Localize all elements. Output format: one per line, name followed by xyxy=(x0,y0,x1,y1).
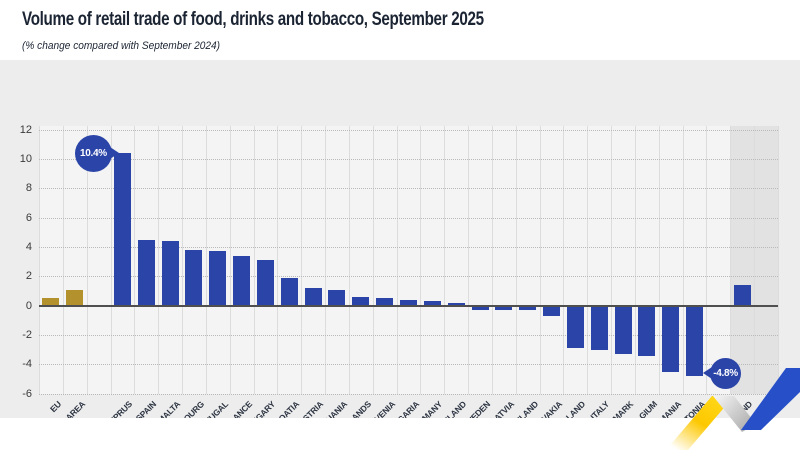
gridline-vertical xyxy=(706,126,708,394)
gridline-horizontal xyxy=(39,188,778,190)
callout-cyprus: 10.4% xyxy=(74,134,119,172)
gridline-vertical xyxy=(110,126,112,394)
y-axis-tick-label: -2 xyxy=(22,329,32,342)
bar-hungary xyxy=(256,260,274,306)
gridline-vertical xyxy=(563,126,565,394)
bar-finland xyxy=(519,305,537,311)
gridline-vertical xyxy=(205,126,207,394)
bar-poland xyxy=(566,305,584,349)
y-axis-tick-label: 6 xyxy=(25,211,32,224)
bar-france xyxy=(233,255,251,306)
gridline-vertical xyxy=(62,126,64,394)
bar-cyprus xyxy=(113,153,131,306)
footer: eurostat xyxy=(0,418,800,450)
x-axis-zero-line xyxy=(39,304,778,307)
non-eu-region-shading xyxy=(730,126,778,394)
gridline-vertical xyxy=(182,126,184,394)
chart-title: Volume of retail trade of food, drinks a… xyxy=(22,9,484,30)
gridline-vertical xyxy=(229,126,231,394)
gridline-vertical xyxy=(491,126,493,394)
bar-switzerland xyxy=(733,285,751,306)
gridline-horizontal xyxy=(39,276,778,278)
y-axis-tick-label: 4 xyxy=(25,241,32,254)
y-axis-tick-label: 8 xyxy=(25,182,32,195)
y-axis-tick-label: 12 xyxy=(19,123,32,136)
bar-italy xyxy=(590,305,608,350)
y-axis-tick-label: -6 xyxy=(22,387,32,400)
bar-netherlands xyxy=(352,296,370,306)
bar-estonia xyxy=(686,305,704,377)
bar-eu xyxy=(42,298,60,306)
callout-pointer xyxy=(703,367,713,380)
gridline-vertical xyxy=(420,126,422,394)
gridline-vertical xyxy=(658,126,660,394)
bar-sweden xyxy=(471,305,489,311)
bar-lithuania xyxy=(328,289,346,306)
bar-ireland xyxy=(447,302,465,306)
gridline-horizontal xyxy=(39,247,778,249)
gridline-vertical xyxy=(730,126,732,394)
gridline-vertical xyxy=(587,126,589,394)
bar-luxembourg xyxy=(185,249,203,306)
gridline-vertical xyxy=(348,126,350,394)
header: Volume of retail trade of food, drinks a… xyxy=(0,0,800,60)
gridline-horizontal xyxy=(39,393,778,395)
bar-croatia xyxy=(280,277,298,306)
bar-germany xyxy=(423,301,441,306)
gridline-vertical xyxy=(396,126,398,394)
bar-slovenia xyxy=(376,298,394,306)
y-axis-tick-label: 2 xyxy=(25,270,32,283)
bar-belgium xyxy=(638,305,656,356)
gridline-horizontal xyxy=(39,364,778,366)
bar-portugal xyxy=(209,251,227,306)
gridline-horizontal xyxy=(39,335,778,337)
gridline-vertical xyxy=(253,126,255,394)
gridline-vertical xyxy=(634,126,636,394)
gridline-vertical xyxy=(39,126,40,394)
gridline-horizontal xyxy=(39,217,778,219)
bar-romania xyxy=(662,305,680,372)
bar-austria xyxy=(304,288,322,306)
ribbon-swoosh-decoration xyxy=(666,368,800,450)
gridline-vertical xyxy=(277,126,279,394)
bar-denmark xyxy=(614,305,632,355)
gridline-horizontal xyxy=(39,129,778,131)
gridline-vertical xyxy=(468,126,470,394)
gridline-vertical xyxy=(754,126,756,394)
y-axis-tick-label: 10 xyxy=(19,153,32,166)
gridline-vertical xyxy=(325,126,327,394)
y-axis-tick-label: -4 xyxy=(22,358,32,371)
gridline-vertical xyxy=(682,126,684,394)
gridline-horizontal xyxy=(39,159,778,161)
gridline-vertical xyxy=(444,126,446,394)
y-axis-tick-label: 0 xyxy=(25,299,32,312)
bar-latvia xyxy=(495,305,513,311)
gridline-vertical xyxy=(539,126,541,394)
gridline-vertical xyxy=(778,126,779,394)
gridline-vertical xyxy=(515,126,517,394)
bar-bulgaria xyxy=(400,299,417,306)
gridline-vertical xyxy=(301,126,303,394)
bar-euro-area xyxy=(66,289,84,306)
bar-malta xyxy=(161,241,179,306)
callout-pointer xyxy=(109,147,119,160)
callout-estonia: -4.8% xyxy=(703,357,742,389)
chart-subtitle: (% change compared with September 2024) xyxy=(22,40,221,52)
gridline-vertical xyxy=(134,126,136,394)
gridline-vertical xyxy=(86,126,88,394)
gridline-vertical xyxy=(611,126,613,394)
gridline-vertical xyxy=(372,126,374,394)
bar-spain xyxy=(137,239,155,306)
bar-slovakia xyxy=(543,305,561,316)
gridline-vertical xyxy=(158,126,160,394)
